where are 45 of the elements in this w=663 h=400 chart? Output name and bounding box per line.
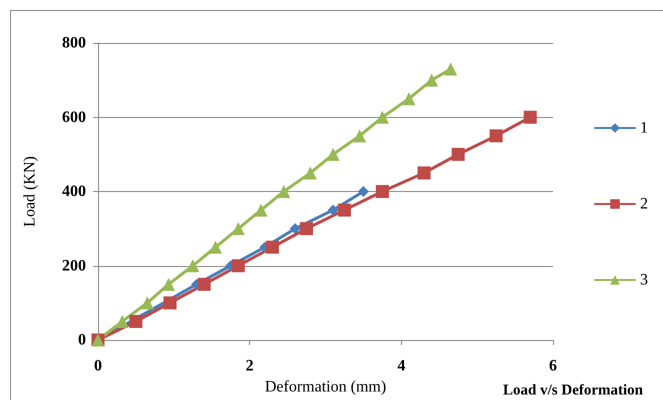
point: [266, 240, 279, 254]
point: [116, 314, 129, 328]
point: [300, 222, 314, 236]
point: [425, 74, 438, 87]
point: [490, 129, 503, 142]
point: [164, 296, 177, 310]
point: [452, 148, 465, 161]
point: [254, 204, 268, 217]
point: [418, 166, 431, 180]
x-tick-label: 4: [397, 358, 406, 374]
y-tick-label: 200: [62, 257, 86, 274]
y-tick-label: 600: [62, 108, 86, 126]
point: [328, 204, 339, 216]
point: [162, 278, 176, 291]
point: [376, 185, 389, 198]
point: [290, 223, 301, 234]
x-tick-label: 0: [94, 358, 102, 374]
point: [338, 204, 351, 217]
legend-label: 1: [640, 120, 648, 136]
point: [402, 92, 416, 106]
point: [209, 240, 222, 254]
point: [524, 110, 537, 124]
point: [198, 278, 211, 291]
point: [232, 222, 245, 236]
x-axis-title: Deformation (mm): [264, 378, 386, 396]
point: [186, 259, 200, 272]
point: [129, 314, 142, 328]
point: [140, 296, 154, 310]
point: [277, 185, 290, 198]
legend-label: 2: [640, 196, 648, 212]
point: [376, 110, 389, 124]
point: [304, 166, 317, 180]
point: [353, 129, 366, 142]
point: [326, 148, 340, 161]
point: [232, 259, 245, 272]
y-tick-label: 0: [78, 332, 86, 348]
text: Load v/s Deformation: [503, 382, 644, 398]
y-tick-label: 800: [62, 34, 86, 52]
point: [358, 186, 369, 197]
y-axis-title: Load (KN): [22, 156, 38, 227]
x-tick-label: 6: [549, 358, 557, 374]
legend-label: 3: [640, 272, 648, 288]
point: [444, 62, 458, 76]
x-tick-label: 2: [246, 358, 254, 374]
y-tick-label: 400: [62, 183, 86, 200]
